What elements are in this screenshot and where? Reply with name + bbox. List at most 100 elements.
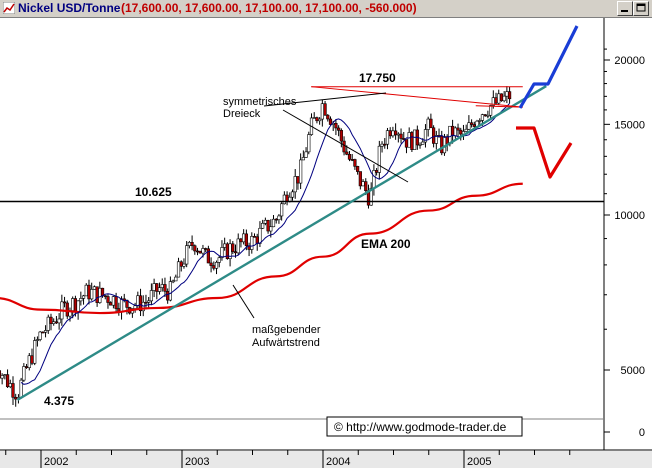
candle-down	[394, 130, 398, 136]
candle-up	[22, 366, 26, 381]
triangle-label-line1: symmetrisches	[223, 96, 297, 108]
trend-label-line1: maßgebender	[252, 324, 321, 336]
candle-up	[467, 122, 471, 130]
candle-down	[375, 170, 379, 173]
candle-down	[345, 151, 349, 155]
candle-down	[339, 130, 343, 142]
candle-down	[347, 153, 352, 160]
candle-down	[95, 286, 99, 303]
ema200-line	[0, 182, 523, 315]
candle-up	[263, 219, 267, 224]
candle-down	[144, 301, 148, 304]
candle-up	[92, 286, 97, 290]
candle-up	[505, 91, 509, 97]
candle-down	[231, 243, 235, 252]
candle-up	[277, 215, 281, 221]
triangle-label-line2: Dreieck	[223, 108, 261, 120]
candle-down	[356, 166, 360, 172]
y-tick-label: 5000	[621, 365, 645, 377]
maximize-button[interactable]	[633, 1, 649, 16]
candle-down	[499, 93, 504, 102]
candle-down	[388, 130, 392, 137]
candle-down	[62, 301, 67, 304]
ohlc-values: (17,600.00, 17,600.00, 17,100.00, 17,100…	[121, 1, 417, 15]
candle-up	[497, 93, 501, 104]
trend-label-line2: Aufwärtstrend	[252, 337, 320, 349]
candle-up	[174, 276, 178, 282]
level-low-label: 4.375	[44, 394, 74, 408]
candle-down	[49, 316, 53, 324]
candle-down	[494, 97, 498, 104]
candle-up	[236, 238, 240, 254]
candle-down	[429, 118, 433, 129]
candle-up	[269, 226, 273, 232]
candle-up	[214, 262, 219, 269]
candle-up	[372, 170, 376, 189]
candle-up	[201, 248, 205, 254]
candle-up	[3, 374, 7, 376]
candle-up	[8, 383, 12, 388]
candle-down	[204, 248, 208, 250]
candle-up	[149, 290, 153, 302]
watermark-text: © http://www.godmode-trader.de	[334, 420, 507, 434]
candle-down	[24, 366, 29, 368]
candle-up	[486, 114, 490, 117]
candle-down	[274, 218, 278, 221]
trend-pointer	[232, 284, 255, 319]
candle-up	[182, 263, 186, 267]
minimize-button[interactable]	[617, 1, 633, 16]
candle-down	[244, 233, 248, 247]
candle-up	[448, 125, 452, 145]
candle-down	[472, 124, 476, 127]
candle-down	[0, 370, 2, 379]
candle-down	[440, 135, 444, 154]
candle-up	[261, 222, 265, 229]
candle-down	[410, 132, 414, 150]
candle-down	[233, 251, 238, 254]
candle-down	[195, 250, 200, 253]
candle-up	[413, 129, 417, 150]
level-support-label: 10.625	[135, 185, 172, 199]
candle-up	[271, 218, 276, 228]
candle-up	[90, 289, 94, 300]
candle-up	[185, 245, 189, 265]
candle-up	[301, 157, 305, 161]
candle-up	[423, 129, 428, 143]
candle-up	[453, 127, 457, 137]
candle-down	[483, 114, 487, 116]
candle-down	[445, 136, 449, 145]
candle-down	[456, 127, 460, 131]
candle-up	[223, 243, 227, 248]
candle-up	[488, 105, 493, 116]
candle-up	[320, 103, 324, 120]
candle-up	[57, 318, 61, 324]
level-high-label: 17.750	[359, 71, 396, 85]
chart-app-icon	[3, 2, 15, 14]
candle-up	[217, 257, 221, 263]
candle-down	[179, 261, 183, 267]
candle-up	[361, 181, 365, 187]
candle-up	[220, 247, 224, 259]
candle-down	[364, 181, 368, 192]
candle-down	[54, 321, 59, 324]
scrollbar-track[interactable]	[0, 451, 652, 468]
candle-up	[396, 133, 400, 136]
candle-up	[307, 134, 311, 153]
candle-up	[299, 159, 303, 184]
candle-up	[119, 298, 124, 313]
candle-down	[285, 194, 289, 202]
candle-down	[5, 374, 10, 388]
candle-up	[152, 283, 156, 291]
candle-up	[133, 305, 137, 309]
candle-down	[459, 129, 463, 135]
short-ma-line	[20, 103, 510, 385]
candle-down	[404, 139, 409, 148]
candle-up	[464, 128, 468, 132]
candle-down	[41, 331, 45, 334]
y-tick-label: 20000	[614, 55, 645, 67]
candle-up	[187, 242, 191, 246]
candle-up	[84, 284, 88, 297]
candle-up	[27, 355, 31, 368]
candle-up	[280, 203, 284, 217]
